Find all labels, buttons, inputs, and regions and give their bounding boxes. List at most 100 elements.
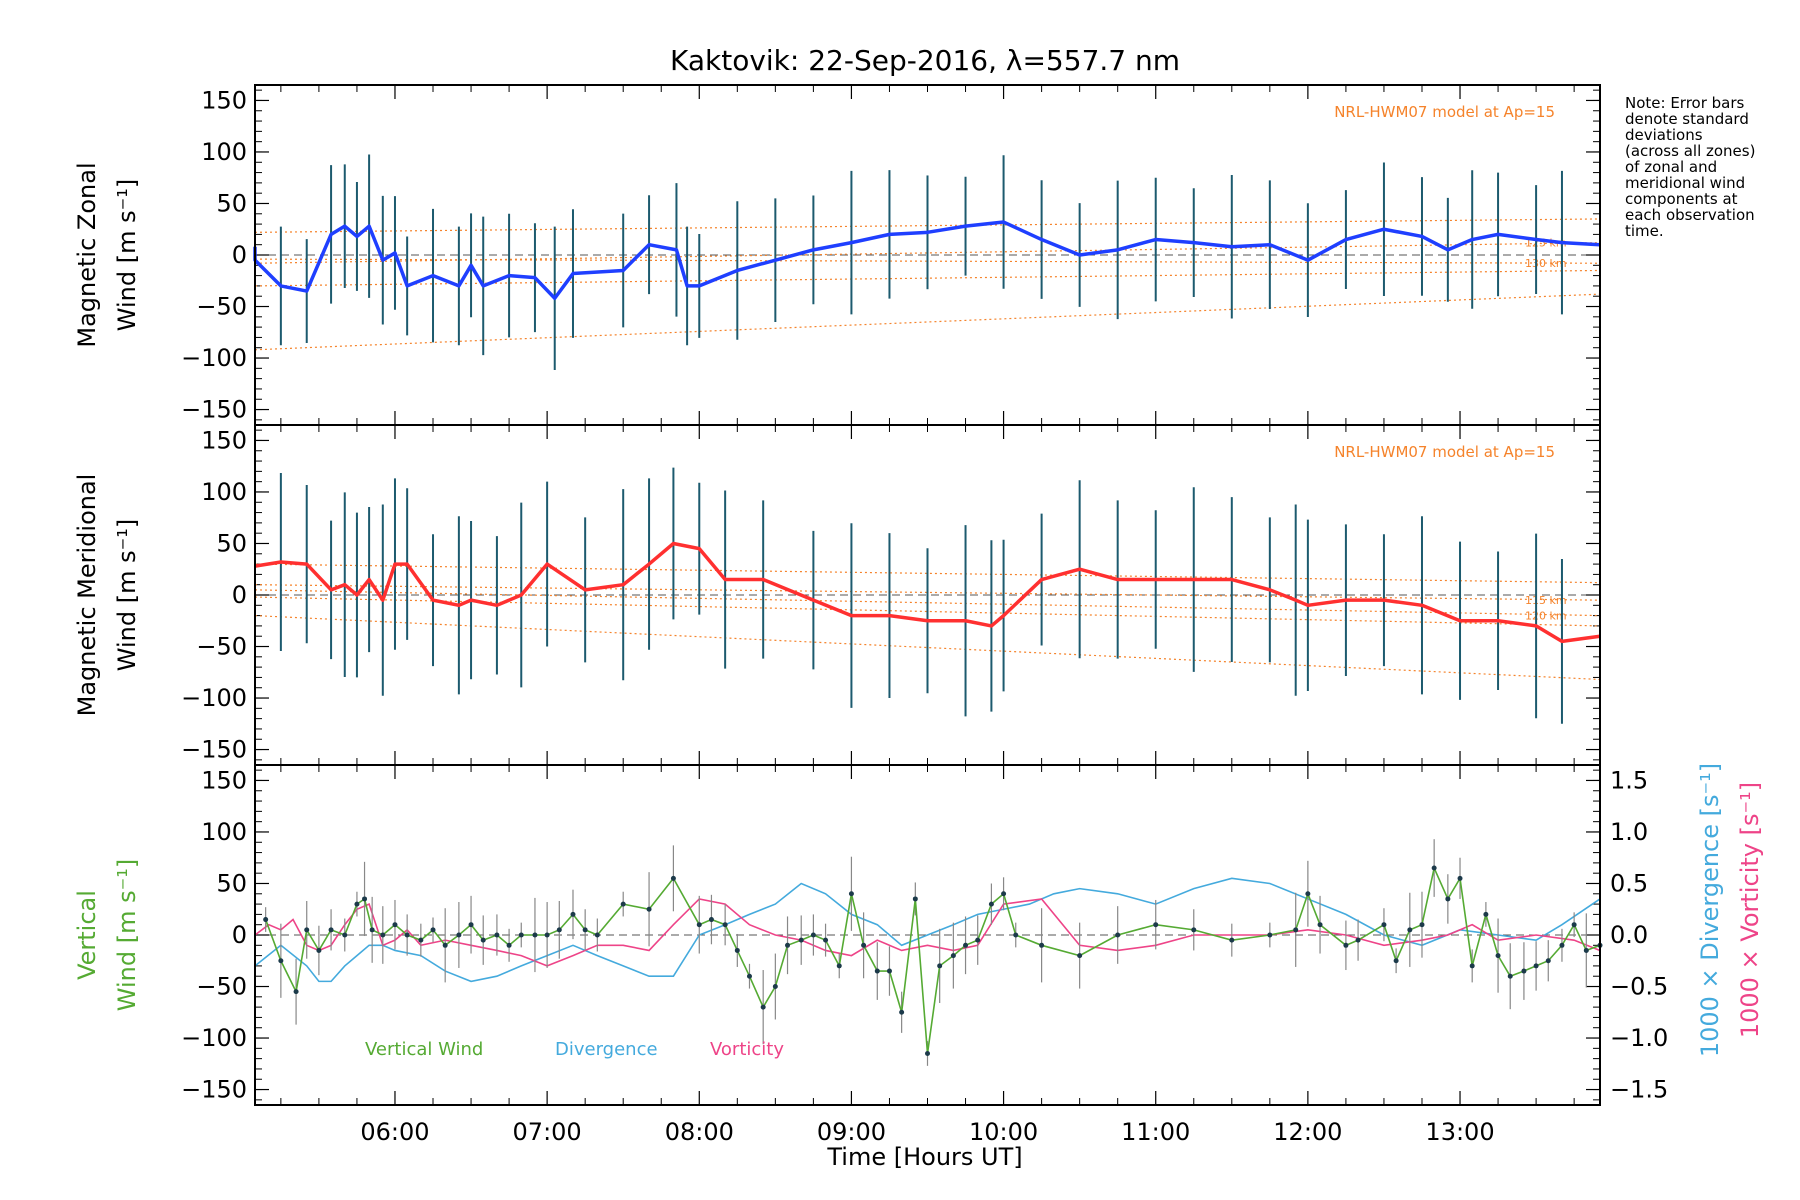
vertical-wind-point <box>1305 891 1311 897</box>
y-tick-label: −100 <box>181 344 247 372</box>
y-axis-title-line1: Magnetic Meridional <box>73 474 101 717</box>
note-line: components at <box>1625 190 1738 208</box>
vertical-wind-point <box>342 932 348 938</box>
y-tick-label: 50 <box>216 189 247 217</box>
y-axis-title-line2: Wind [m s⁻¹] <box>113 859 141 1011</box>
vertical-wind-point <box>278 958 284 964</box>
vertical-wind-point <box>404 932 410 938</box>
vertical-wind-point <box>594 932 600 938</box>
vertical-wind-point <box>1431 865 1437 871</box>
y-tick-label: 0 <box>232 241 247 269</box>
vertical-wind-point <box>1013 932 1019 938</box>
vertical-wind-point <box>1039 942 1045 948</box>
legend-vorticity: Vorticity <box>710 1039 784 1060</box>
vertical-wind-point <box>1483 911 1489 917</box>
vertical-wind-point <box>532 932 538 938</box>
x-tick-label: 10:00 <box>969 1118 1038 1146</box>
x-tick-label: 11:00 <box>1121 1118 1190 1146</box>
divergence-line <box>254 877 1601 983</box>
y-tick-label: 100 <box>201 478 247 506</box>
vertical-wind-point <box>480 937 486 943</box>
y-tick-label: 50 <box>216 529 247 557</box>
zonal-mean-line <box>253 220 1601 301</box>
model-curve <box>254 293 1601 351</box>
vertical-wind-point <box>1545 958 1551 964</box>
note-line: each observation <box>1625 206 1755 224</box>
vertical-wind-point <box>874 968 880 974</box>
vertical-wind-point <box>380 932 386 938</box>
vertical-wind-point <box>304 927 310 933</box>
vertical-wind-point <box>556 927 562 933</box>
vorticity-line <box>254 898 1601 967</box>
model-curve <box>254 589 1601 617</box>
vertical-wind-point <box>912 896 918 902</box>
vertical-wind-point <box>316 947 322 953</box>
vertical-wind-point <box>456 932 462 938</box>
vertical-wind-point <box>734 947 740 953</box>
vertical-wind-point <box>518 932 524 938</box>
vertical-wind-point <box>950 953 956 959</box>
vertical-wind-point <box>392 922 398 928</box>
vertical-wind-point <box>418 937 424 943</box>
panel-meridional: 150 100 50 0 −50 −100 −150 Magnetic Meridional W… <box>73 424 1601 766</box>
vertical-wind-point <box>925 1050 930 1056</box>
note-line: Note: Error bars <box>1625 94 1745 112</box>
model-curve <box>254 584 1601 601</box>
vertical-wind-point <box>506 942 512 948</box>
y-tick-label: 50 <box>216 869 247 897</box>
vertical-wind-point <box>1495 953 1501 959</box>
model-label: NRL-HWM07 model at Ap=15 <box>1334 443 1555 461</box>
model-curve <box>254 258 1601 264</box>
vertical-wind-point <box>937 963 943 969</box>
vertical-wind-point <box>1267 932 1273 938</box>
panel-frame <box>254 764 1601 1106</box>
y-tick-label: 0 <box>232 921 247 949</box>
y-tick-label: −50 <box>196 633 247 661</box>
legend-vertical-wind: Vertical Wind <box>365 1039 483 1060</box>
vertical-wind-point <box>975 937 981 943</box>
legend-divergence: Divergence <box>555 1039 658 1060</box>
y-tick-label: −150 <box>181 736 247 764</box>
vertical-wind-point <box>823 937 829 943</box>
vertical-wind-line <box>264 865 1601 1054</box>
right-tick-label: 1.0 <box>1610 818 1648 846</box>
vertical-wind-point <box>620 901 626 907</box>
vertical-wind-point <box>1419 922 1425 928</box>
panels: 150 100 50 0 −50 −100 −150 Magnetic Zonal Wind [… <box>73 84 1764 1146</box>
vertical-wind-point <box>798 937 804 943</box>
model-curve-label: 115 km <box>1525 594 1567 607</box>
model-curve <box>254 269 1601 287</box>
vertical-wind-point <box>582 927 588 933</box>
right-tick-label: 1.5 <box>1610 766 1648 794</box>
vertical-wind-point <box>722 922 728 928</box>
vertical-wind-point <box>988 901 994 907</box>
right-tick-label: −1.0 <box>1610 1024 1668 1052</box>
model-curve <box>254 563 1601 584</box>
vertical-wind-point <box>760 1004 766 1010</box>
model-curve <box>254 218 1601 233</box>
vertical-wind-point <box>785 942 791 948</box>
vertical-wind-point <box>1229 937 1235 943</box>
vertical-wind-point <box>1457 875 1463 881</box>
y-tick-label: 150 <box>201 766 247 794</box>
model-curve-label: 120 km <box>1525 610 1567 623</box>
vertical-wind-point <box>646 906 652 912</box>
y-axis-title-line2: Wind [m s⁻¹] <box>113 179 141 331</box>
note-line: (across all zones) <box>1625 142 1755 160</box>
divergence-axis-title: 1000 × Divergence [s⁻¹] <box>1696 763 1724 1057</box>
model-label: NRL-HWM07 model at Ap=15 <box>1334 103 1555 121</box>
vertical-wind-point <box>1317 922 1323 928</box>
note-line: deviations <box>1625 126 1703 144</box>
y-tick-label: −100 <box>181 684 247 712</box>
vertical-wind-point <box>293 989 299 995</box>
vertical-wind-point <box>1507 973 1513 979</box>
y-axis-title-line2: Wind [m s⁻¹] <box>113 519 141 671</box>
vertical-wind-point <box>836 963 842 969</box>
y-tick-label: −50 <box>196 973 247 1001</box>
vertical-wind-point <box>263 917 269 923</box>
vertical-wind-point <box>1393 958 1399 964</box>
vertical-wind-point <box>810 932 816 938</box>
vertical-wind-point <box>494 932 500 938</box>
